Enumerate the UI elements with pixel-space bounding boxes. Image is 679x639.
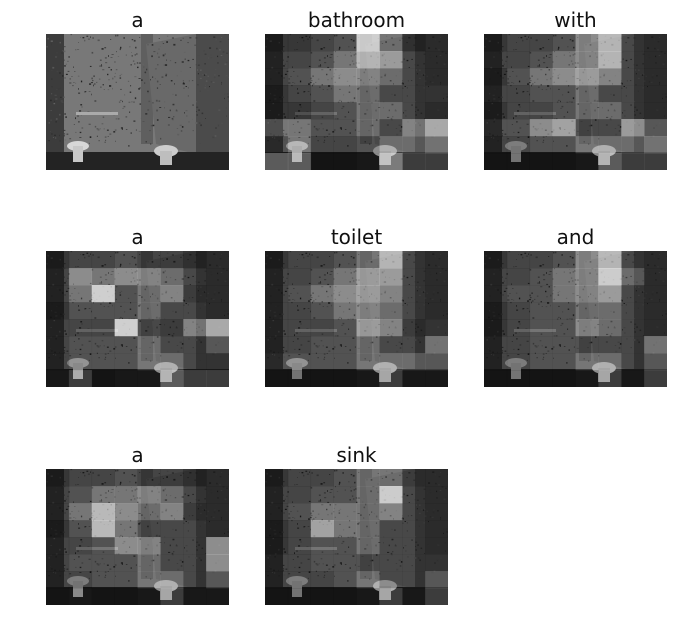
panel-word-label: bathroom	[307, 8, 406, 32]
attention-map-image	[265, 34, 448, 170]
panel-word-label: sink	[336, 443, 377, 467]
panel-word-label: a	[131, 8, 144, 32]
attention-map-image	[46, 251, 229, 387]
attention-map-image	[265, 251, 448, 387]
attention-map-image	[46, 469, 229, 605]
panel-word-label: and	[556, 225, 595, 249]
panel-word-label: toilet	[330, 225, 383, 249]
panel-word-label: a	[131, 225, 144, 249]
panel-word-label: a	[131, 443, 144, 467]
original-image	[46, 34, 229, 170]
attention-map-image	[265, 469, 448, 605]
panel-word-label: with	[554, 8, 597, 32]
attention-map-image	[484, 251, 667, 387]
attention-map-image	[484, 34, 667, 170]
